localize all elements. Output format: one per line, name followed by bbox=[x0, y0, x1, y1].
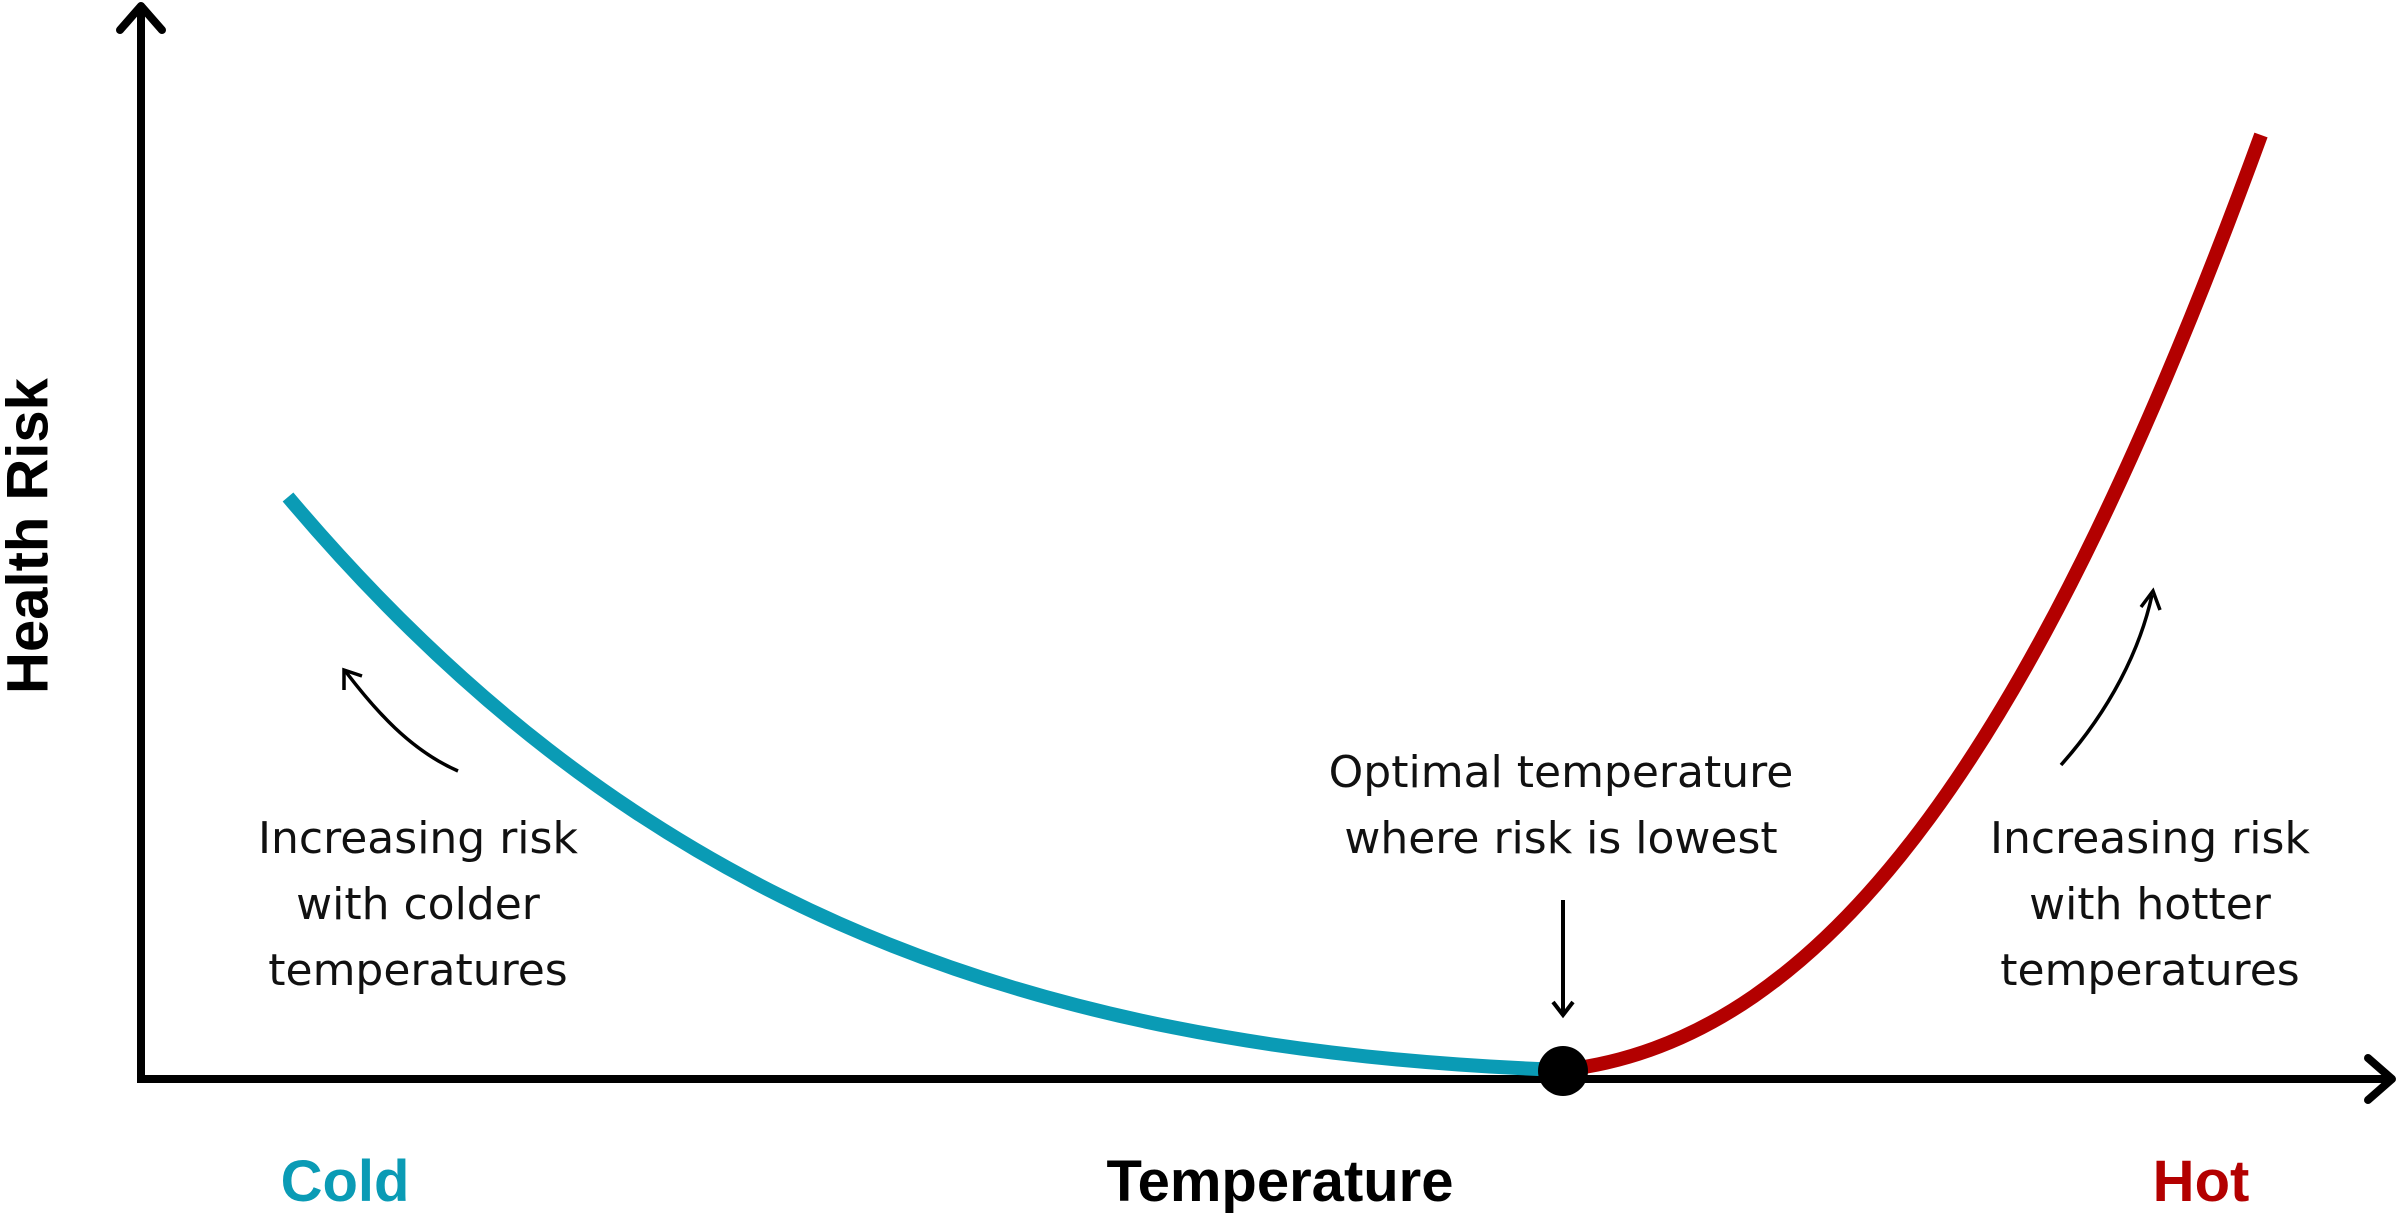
hot-annotation-line: temperatures bbox=[2000, 945, 2300, 996]
hot-risk-curve bbox=[1562, 132, 2268, 1077]
optimal-point bbox=[1538, 1046, 1588, 1096]
optimal-arrowhead bbox=[1551, 1000, 1575, 1019]
optimal-annotation: Optimal temperature where risk is lowest bbox=[1329, 740, 1794, 872]
hot-annotation-line: with hotter bbox=[2029, 879, 2271, 930]
y-axis-label: Health Risk bbox=[0, 378, 61, 694]
optimal-annotation-line: where risk is lowest bbox=[1344, 813, 1778, 864]
cold-annotation-line: temperatures bbox=[268, 945, 568, 996]
hot-annotation: Increasing risk with hotter temperatures bbox=[1990, 806, 2310, 1004]
optimal-annotation-line: Optimal temperature bbox=[1328, 747, 1794, 798]
x-axis-cold-label: Cold bbox=[280, 1149, 410, 1214]
hot-arrowhead bbox=[2139, 587, 2162, 611]
cold-annotation-line: Increasing risk bbox=[258, 813, 578, 864]
hot-annotation-arrow bbox=[2059, 594, 2154, 767]
x-axis-label: Temperature bbox=[1106, 1149, 1454, 1214]
cold-annotation-line: with colder bbox=[296, 879, 540, 930]
cold-annotation-arrow bbox=[344, 670, 459, 773]
cold-risk-curve bbox=[282, 492, 1564, 1077]
cold-annotation: Increasing risk with colder temperatures bbox=[258, 806, 578, 1004]
x-axis-arrowhead bbox=[2364, 1054, 2396, 1104]
cold-arrowhead bbox=[342, 667, 363, 690]
x-axis-hot-label: Hot bbox=[2152, 1149, 2250, 1214]
hot-annotation-line: Increasing risk bbox=[1990, 813, 2310, 864]
y-axis-arrowhead bbox=[116, 2, 166, 34]
